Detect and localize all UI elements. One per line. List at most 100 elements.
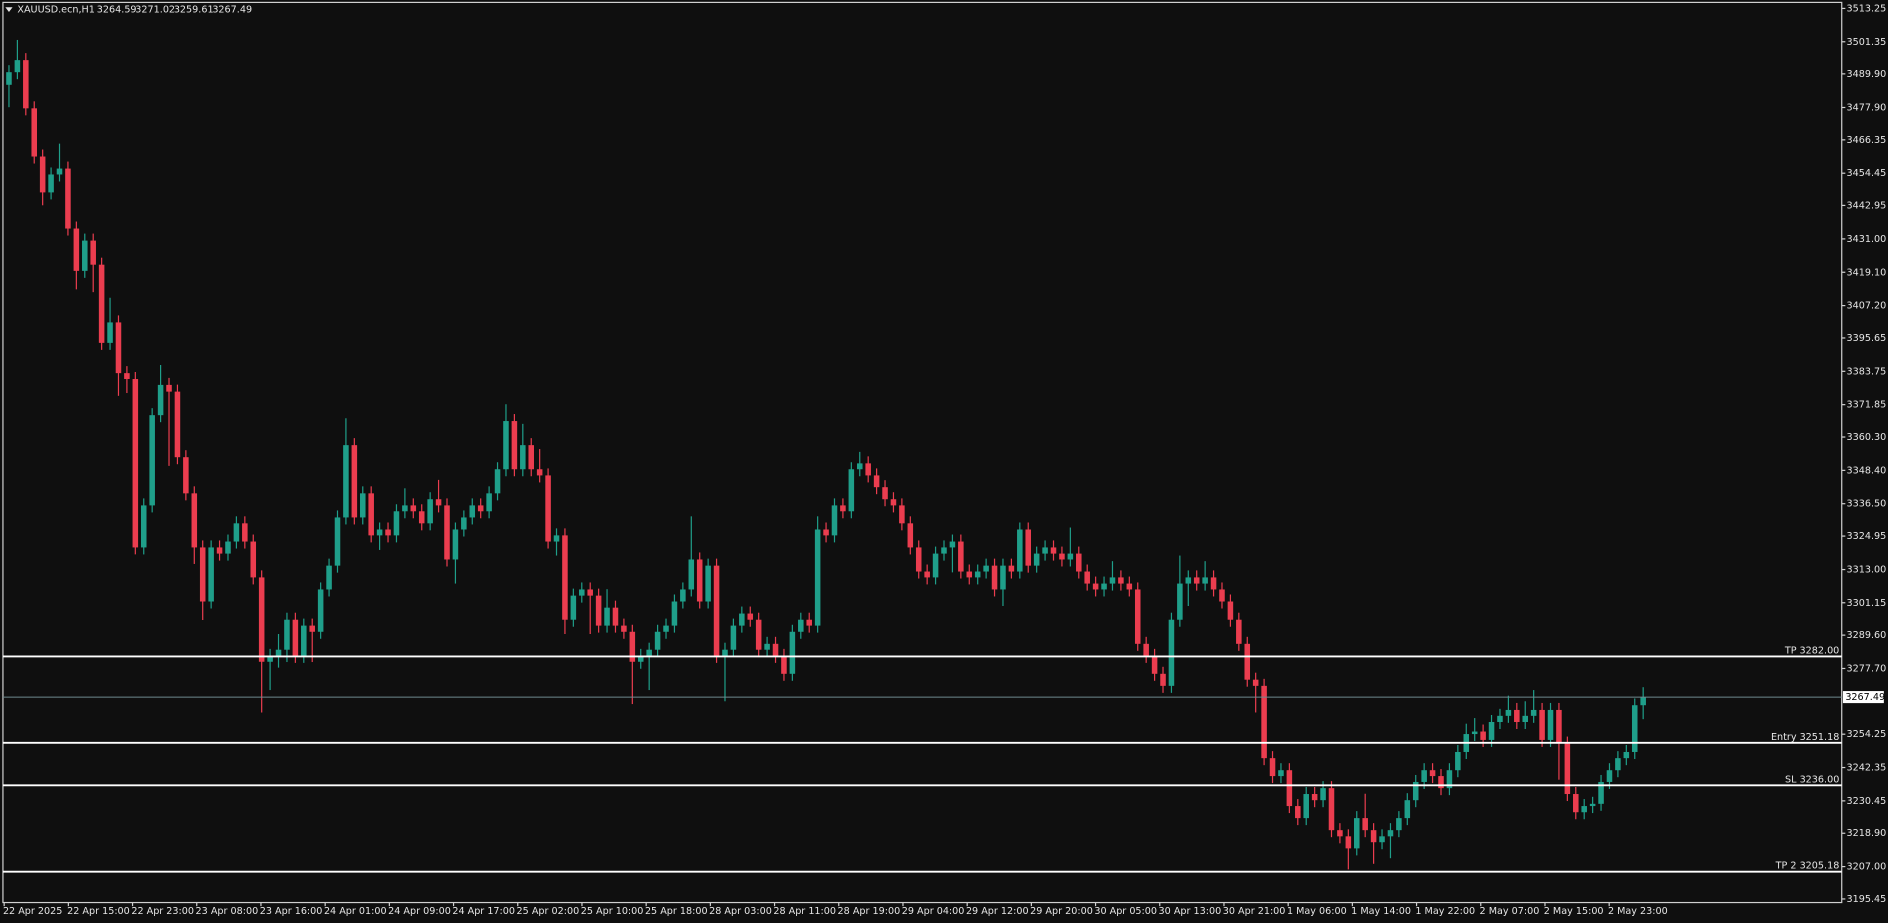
candle-body (772, 643, 779, 656)
candle-body (1337, 830, 1343, 837)
y-tick-label: 3501.35 (1847, 37, 1887, 48)
candle-body (663, 625, 669, 632)
candle-body (646, 649, 652, 656)
candle-body (309, 625, 315, 632)
candle-body (873, 475, 880, 488)
candle-body (511, 421, 518, 470)
candle-body (831, 505, 838, 536)
candle-body (865, 463, 871, 476)
level-label: Entry 3251.18 (1771, 732, 1839, 743)
candle-body (1202, 577, 1208, 584)
x-tick-label: 28 Apr 03:00 (709, 906, 772, 917)
candle-body (941, 547, 947, 554)
candle-body (1581, 806, 1587, 813)
candle-body (166, 384, 172, 392)
candle-body (477, 505, 484, 512)
candle-body (545, 475, 551, 542)
candle-body (612, 607, 619, 626)
price-tag-label: 3267.49 (1845, 692, 1885, 703)
candle-body (1589, 803, 1596, 807)
candle-body (553, 535, 560, 542)
candle-body (848, 469, 855, 512)
candle-body (587, 589, 593, 596)
price-tag (1842, 691, 1884, 704)
candle-body (1564, 743, 1571, 795)
candle-body (1606, 770, 1613, 782)
candle-body (1471, 731, 1478, 735)
candle-body (1379, 836, 1385, 843)
candle-body (562, 535, 568, 620)
candle-body (233, 523, 240, 542)
x-tick-label: 29 Apr 12:00 (966, 906, 1029, 917)
candle-body (1017, 529, 1023, 572)
candle-body (1328, 788, 1335, 831)
candle-body (722, 649, 728, 656)
candle-body (157, 384, 164, 416)
candle-body (1278, 770, 1284, 777)
y-tick-label: 3454.45 (1847, 168, 1887, 179)
y-tick-label: 3442.95 (1847, 200, 1887, 211)
y-tick-label: 3477.90 (1847, 102, 1887, 113)
candle-body (798, 619, 804, 632)
menu-arrow[interactable] (5, 7, 13, 13)
candle-body (1530, 709, 1537, 716)
plot-frame (2, 1, 1843, 904)
candle-body (1084, 571, 1090, 584)
candle-body (469, 505, 476, 518)
y-tick-label: 3301.15 (1847, 598, 1887, 609)
candle-body (1286, 770, 1293, 807)
y-tick-label: 3218.90 (1847, 828, 1887, 839)
y-tick-label: 3254.25 (1847, 729, 1887, 740)
candle-body (1295, 806, 1301, 819)
candle-body (654, 631, 661, 650)
candle-body (823, 529, 829, 536)
candle-body (1210, 577, 1217, 590)
candle-body (1615, 758, 1621, 771)
candle-body (216, 547, 223, 554)
candle-body (275, 649, 282, 656)
candle-body (242, 523, 248, 542)
candle-body (1050, 547, 1057, 554)
y-tick-label: 3324.95 (1847, 531, 1887, 542)
candle-body (486, 493, 492, 512)
candle-body (1252, 679, 1259, 686)
candle-body (1505, 709, 1512, 716)
candle-body (199, 547, 206, 602)
candle-body (755, 619, 762, 650)
candle-body (705, 565, 711, 602)
x-tick-label: 22 Apr 2025 (3, 906, 62, 917)
candle-body (1311, 794, 1318, 801)
candle-body (932, 553, 939, 578)
x-tick-label: 24 Apr 17:00 (452, 906, 515, 917)
symbol-title: XAUUSD.ecn,H1 (17, 5, 94, 16)
candle-body (907, 523, 914, 548)
candle-body (1353, 818, 1360, 849)
candle-body (250, 541, 257, 578)
x-tick-label: 22 Apr 23:00 (131, 906, 194, 917)
candle-body (688, 559, 695, 590)
candle-body (39, 156, 46, 193)
candle-body (983, 565, 989, 572)
candle-body (393, 511, 400, 536)
candle-body (418, 511, 425, 524)
candle-body (1244, 643, 1251, 680)
candle-body (82, 240, 88, 271)
candle-body (924, 571, 930, 578)
candle-body (1598, 781, 1604, 804)
candle-body (966, 571, 973, 578)
candle-body (1059, 553, 1065, 560)
x-tick-label: 23 Apr 08:00 (196, 906, 259, 917)
x-tick-label: 30 Apr 05:00 (1094, 906, 1157, 917)
header-open: 3264.59 (97, 5, 137, 16)
candle-body (1219, 589, 1225, 602)
candle-body (621, 625, 627, 632)
candle-body (637, 655, 644, 662)
candle-body (140, 505, 147, 548)
level-label: TP 3282.00 (1784, 645, 1839, 656)
candle-body (1396, 818, 1402, 831)
candle-body (1556, 709, 1562, 744)
candle-body (410, 505, 417, 512)
x-tick-label: 2 May 15:00 (1544, 906, 1604, 917)
